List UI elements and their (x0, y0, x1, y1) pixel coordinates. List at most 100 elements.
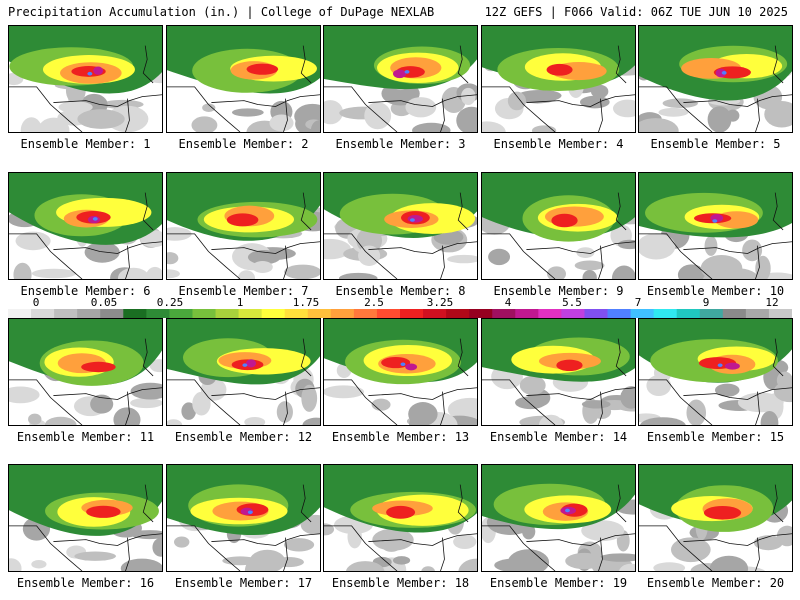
ensemble-member-caption: Ensemble Member: 18 (323, 576, 478, 590)
caption-prefix: Ensemble Member: (493, 137, 617, 151)
precip-map (166, 464, 321, 572)
ensemble-member-caption: Ensemble Member: 2 (166, 137, 321, 151)
caption-prefix: Ensemble Member: (174, 430, 298, 444)
ensemble-panel: Ensemble Member: 17 (166, 464, 321, 592)
precip-map (323, 25, 478, 133)
colorbar-swatch (215, 309, 240, 318)
precip-map-graphic (167, 26, 320, 132)
ensemble-member-caption: Ensemble Member: 20 (638, 576, 793, 590)
precip-map (8, 25, 163, 133)
ensemble-panel: Ensemble Member: 19 (481, 464, 636, 592)
ensemble-panel: Ensemble Member: 18 (323, 464, 478, 592)
colorbar-swatch (146, 309, 170, 318)
precip-map (323, 464, 478, 572)
precip-map-graphic (9, 173, 162, 279)
colorbar-tick-label: 7 (634, 296, 642, 309)
caption-prefix: Ensemble Member: (20, 284, 144, 298)
ensemble-member-caption: Ensemble Member: 16 (8, 576, 163, 590)
product-title: Precipitation Accumulation (in.) | Colle… (8, 5, 435, 19)
precip-map-graphic (639, 319, 792, 425)
colorbar-swatch (584, 309, 609, 318)
colorbar-swatch (653, 309, 678, 318)
colorbar-swatch (77, 309, 101, 318)
precip-map (638, 464, 793, 572)
colorbar-tick-label: 1.75 (292, 296, 320, 309)
colorbar-swatch (699, 309, 724, 318)
member-number: 13 (454, 430, 470, 444)
precip-map (166, 318, 321, 426)
caption-prefix: Ensemble Member: (178, 284, 302, 298)
precip-map-graphic (9, 465, 162, 571)
caption-prefix: Ensemble Member: (489, 576, 613, 590)
caption-prefix: Ensemble Member: (646, 576, 770, 590)
colorbar-swatch (515, 309, 539, 318)
caption-prefix: Ensemble Member: (650, 137, 774, 151)
member-number: 8 (458, 284, 466, 298)
precip-map-graphic (482, 26, 635, 132)
ensemble-panel: Ensemble Member: 12 (166, 318, 321, 446)
precip-map-graphic (324, 26, 477, 132)
colorbar-swatch (192, 309, 217, 318)
colorbar-swatch (353, 309, 378, 318)
precip-map-graphic (482, 465, 635, 571)
precip-map (481, 25, 636, 133)
member-number: 17 (297, 576, 313, 590)
caption-prefix: Ensemble Member: (178, 137, 302, 151)
ensemble-member-caption: Ensemble Member: 5 (638, 137, 793, 151)
ensemble-panel: Ensemble Member: 5 (638, 25, 793, 153)
member-number: 1 (143, 137, 151, 151)
colorbar-swatch (676, 309, 701, 318)
colorbar-swatch (423, 309, 447, 318)
member-number: 15 (769, 430, 785, 444)
member-number: 10 (769, 284, 785, 298)
ensemble-member-caption: Ensemble Member: 13 (323, 430, 478, 444)
ensemble-member-caption: Ensemble Member: 3 (323, 137, 478, 151)
ensemble-member-caption: Ensemble Member: 4 (481, 137, 636, 151)
precip-map-graphic (9, 26, 162, 132)
colorbar-swatch (722, 309, 747, 318)
ensemble-panel: Ensemble Member: 15 (638, 318, 793, 446)
precip-map-graphic (324, 319, 477, 425)
precip-map-graphic (167, 465, 320, 571)
precip-map-graphic (167, 173, 320, 279)
precip-map-graphic (167, 319, 320, 425)
ensemble-panel: Ensemble Member: 11 (8, 318, 163, 446)
precip-map (481, 172, 636, 280)
precip-map-graphic (9, 319, 162, 425)
colorbar-tick-label: 0 (32, 296, 40, 309)
ensemble-panel: Ensemble Member: 8 (323, 172, 478, 300)
caption-prefix: Ensemble Member: (335, 284, 459, 298)
member-number: 11 (139, 430, 155, 444)
colorbar-swatch (100, 309, 124, 318)
colorbar-swatch (630, 309, 655, 318)
ensemble-panel: Ensemble Member: 1 (8, 25, 163, 153)
caption-prefix: Ensemble Member: (16, 430, 140, 444)
ensemble-member-caption: Ensemble Member: 9 (481, 284, 636, 298)
colorbar-swatch (607, 309, 632, 318)
ensemble-panel: Ensemble Member: 7 (166, 172, 321, 300)
colorbar-swatch (123, 309, 147, 318)
colorbar-tick-label: 5.5 (562, 296, 582, 309)
colorbar-swatch (768, 309, 792, 318)
precip-map (8, 172, 163, 280)
precip-map-graphic (324, 173, 477, 279)
ensemble-panel: Ensemble Member: 6 (8, 172, 163, 300)
precip-map (638, 318, 793, 426)
ensemble-panel: Ensemble Member: 3 (323, 25, 478, 153)
precip-map-graphic (482, 319, 635, 425)
ensemble-member-caption: Ensemble Member: 17 (166, 576, 321, 590)
precip-map (638, 172, 793, 280)
colorbar: 0 0.05 0.25 1 1.75 2.5 3.25 4 5.5 7 9 12 (8, 296, 792, 322)
member-number: 16 (139, 576, 155, 590)
precip-map (323, 172, 478, 280)
colorbar-tick-label: 3.25 (426, 296, 454, 309)
ensemble-panel: Ensemble Member: 20 (638, 464, 793, 592)
member-number: 9 (616, 284, 624, 298)
ensemble-panel: Ensemble Member: 9 (481, 172, 636, 300)
colorbar-swatch (261, 309, 286, 318)
colorbar-swatch (561, 309, 585, 318)
ensemble-panel: Ensemble Member: 4 (481, 25, 636, 153)
member-number: 3 (458, 137, 466, 151)
caption-prefix: Ensemble Member: (16, 576, 140, 590)
member-number: 7 (301, 284, 309, 298)
